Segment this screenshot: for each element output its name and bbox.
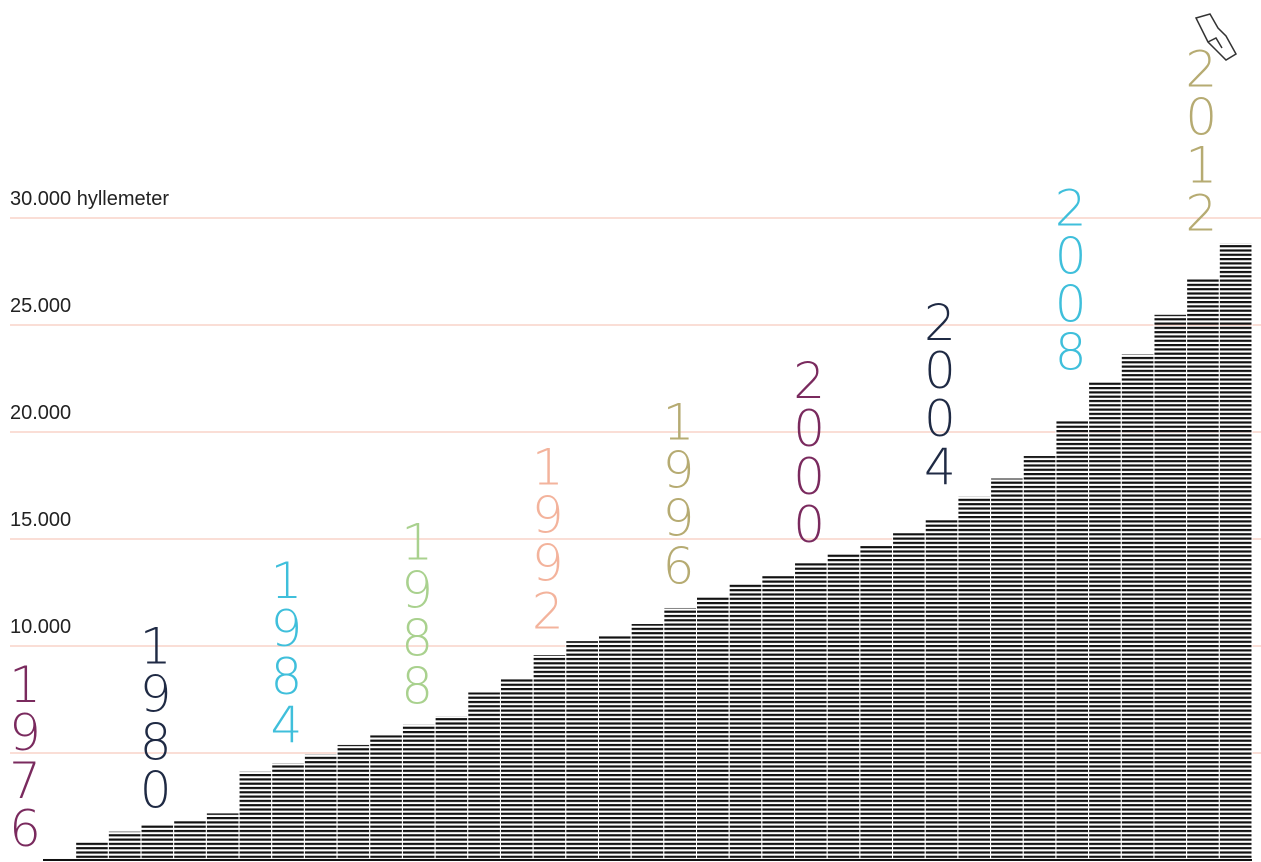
year-digit: 9 (140, 665, 172, 723)
icon-shape (1194, 13, 1238, 61)
year-digit: 2 (924, 294, 956, 352)
bar (401, 723, 436, 861)
bar (924, 518, 959, 861)
bar (597, 634, 632, 861)
bar (303, 753, 338, 861)
bar (696, 595, 730, 861)
year-digit: 1 (140, 617, 172, 675)
y-tick-label: 10.000 (10, 616, 71, 638)
bar (1088, 381, 1122, 861)
bar (728, 582, 763, 861)
year-digit: 1 (9, 656, 41, 714)
year-digit: 1 (663, 394, 695, 452)
bar (990, 477, 1024, 861)
bar (336, 743, 371, 861)
year-digit: 2 (1185, 41, 1217, 99)
year-digit: 9 (532, 535, 564, 593)
year-digit: 0 (793, 400, 825, 458)
year-digit: 0 (793, 496, 825, 554)
bar (467, 691, 501, 861)
year-digit: 8 (140, 713, 172, 771)
bar (892, 532, 926, 861)
bar (957, 495, 992, 861)
bar (1153, 313, 1188, 861)
year-digit: 8 (401, 658, 433, 716)
bar (499, 677, 534, 861)
year-digit: 8 (401, 610, 433, 668)
bar (75, 841, 109, 861)
year-digit: 4 (270, 696, 302, 754)
year-digit: 0 (924, 342, 956, 400)
bar (761, 574, 796, 861)
year-digit: 8 (1055, 324, 1087, 382)
y-tick-label: 20.000 (10, 402, 71, 424)
paper-icon (1194, 13, 1238, 61)
year-digit: 6 (663, 538, 695, 596)
year-digit: 4 (924, 438, 956, 496)
year-digit: 8 (270, 648, 302, 706)
year-digit: 2 (1185, 185, 1217, 243)
year-digit: 2 (532, 583, 564, 641)
bar (1218, 242, 1253, 861)
bar (434, 715, 469, 861)
bar (173, 818, 207, 861)
bar (1186, 278, 1220, 861)
bar (826, 553, 861, 861)
year-digit: 2 (793, 352, 825, 410)
year-digit: 9 (663, 490, 695, 548)
year-digit: 6 (9, 800, 41, 858)
bar (238, 770, 273, 861)
y-tick-label: 25.000 (10, 295, 71, 317)
bar (1022, 455, 1057, 861)
year-digit: 1 (1185, 137, 1217, 195)
year-digit: 0 (1185, 89, 1217, 147)
year-digit: 2 (1055, 180, 1087, 238)
bar (271, 762, 305, 861)
year-digit: 9 (663, 442, 695, 500)
bar (369, 734, 403, 861)
year-digit: 1 (270, 552, 302, 610)
year-digit: 9 (270, 600, 302, 658)
bar (205, 812, 240, 861)
y-tick-label: 15.000 (10, 509, 71, 531)
y-tick-label: 30.000 hyllemeter (10, 188, 169, 210)
year-digit: 7 (9, 752, 41, 810)
icon-fold (1207, 37, 1223, 49)
bar (630, 623, 665, 861)
year-digit: 0 (1055, 276, 1087, 334)
bar (859, 544, 894, 861)
bar (794, 562, 828, 861)
year-digit: 1 (401, 514, 433, 572)
year-digit: 0 (924, 390, 956, 448)
bar (1055, 419, 1090, 861)
year-digit: 0 (1055, 228, 1087, 286)
year-digit: 0 (793, 448, 825, 506)
year-digit: 9 (532, 487, 564, 545)
bar (140, 823, 175, 861)
year-digit: 9 (401, 562, 433, 620)
year-digit: 0 (140, 761, 172, 819)
bar (1120, 353, 1155, 861)
bar (565, 640, 599, 861)
bar (107, 830, 142, 861)
bar (532, 654, 567, 861)
year-digit: 9 (9, 704, 41, 762)
bar (663, 606, 698, 861)
year-digit: 1 (532, 439, 564, 497)
